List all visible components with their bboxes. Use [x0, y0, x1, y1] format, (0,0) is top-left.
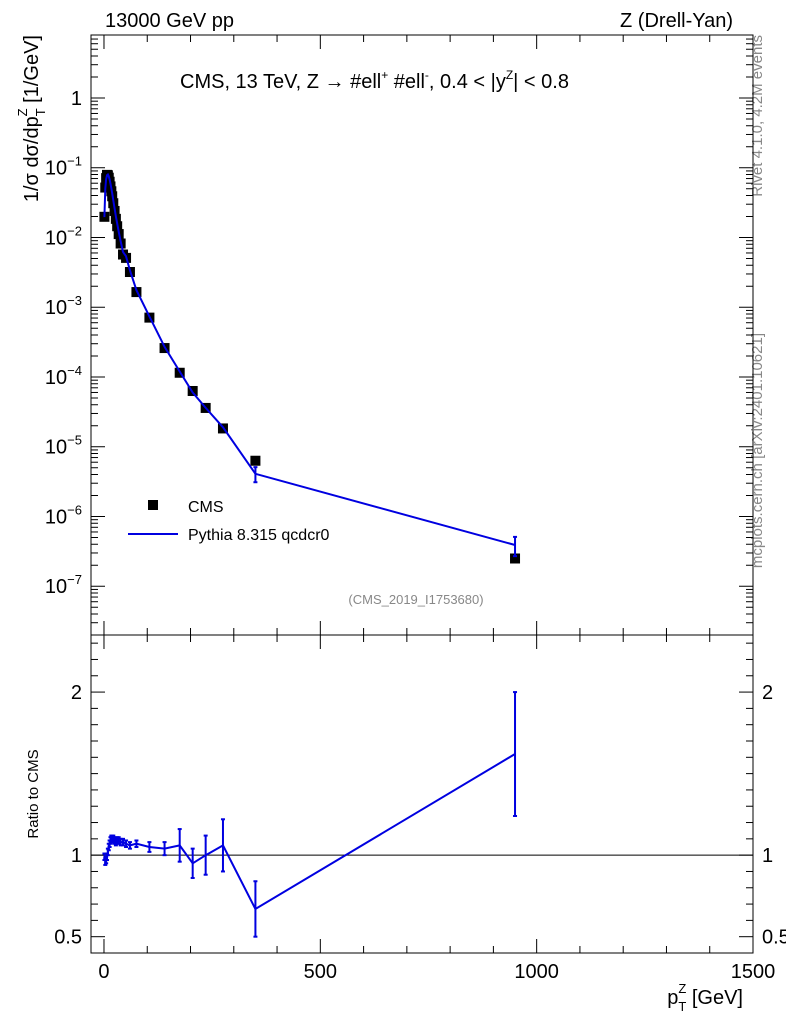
tick-base: 10 — [45, 576, 67, 598]
main-y-tick-label: 10−5 — [45, 433, 82, 459]
marks-group — [99, 169, 521, 938]
title-mid: #ell — [388, 71, 425, 93]
title-pre: CMS, 13 TeV, Z → #ell — [180, 71, 381, 93]
main-y-tick-label: 10−7 — [45, 572, 82, 598]
cms-data-point — [510, 553, 521, 564]
tick-base: 10 — [45, 437, 67, 459]
ylabel-sup: Z — [15, 108, 30, 116]
cms-data-point — [250, 455, 261, 466]
header-right: Z (Drell-Yan) — [620, 10, 733, 32]
ratio-series-line — [103, 753, 516, 911]
ratio-y-tick-label-right: 0.5 — [762, 927, 786, 949]
ylabel-sub: T — [33, 108, 48, 116]
main-y-tick-label: 10−4 — [45, 363, 82, 389]
ratio-y-tick-label-right: 2 — [762, 682, 773, 704]
ratio-y-tick-label: 0.5 — [54, 927, 82, 949]
tick-base: 10 — [45, 506, 67, 528]
title-post1: , 0.4 < |y — [429, 71, 506, 93]
main-y-tick-label: 10−6 — [45, 502, 82, 528]
analysis-watermark: (CMS_2019_I1753680) — [348, 592, 483, 607]
title-sup1: + — [381, 68, 388, 82]
rivet-version-text: Rivet 4.1.0, 4.2M events — [749, 35, 766, 197]
tick-exponent: −7 — [67, 572, 82, 587]
title-post2: | < 0.8 — [513, 71, 569, 93]
ratio-y-tick-label-right: 1 — [762, 845, 773, 867]
header-left: 13000 GeV pp — [105, 10, 234, 32]
tick-base: 10 — [45, 297, 67, 319]
ylabel-main: 1/σ dσ/dp — [21, 116, 43, 202]
ratio-y-tick-label: 2 — [71, 682, 82, 704]
xlabel-sup: Z — [678, 981, 686, 996]
legend: CMS Pythia 8.315 qcdcr0 — [128, 499, 330, 544]
main-title: CMS, 13 TeV, Z → #ell+ #ell-, 0.4 < |yZ|… — [180, 68, 569, 93]
axes-group: 110−110−210−310−410−510−610−70 500 1000 150… — [45, 34, 786, 983]
title-sup2: - — [425, 68, 429, 82]
legend-cms-label: CMS — [188, 499, 224, 516]
tick-exponent: −2 — [67, 223, 82, 238]
main-y-tick-label: 10−3 — [45, 293, 82, 319]
main-y-axis-label: 1/σ dσ/dpTZ [1/GeV] — [15, 35, 48, 202]
tick-base: 10 — [45, 227, 67, 249]
mcplots-reference-text: mcplots.cern.ch [arXiv:2401.10621] — [749, 333, 766, 568]
xlabel-sub: T — [678, 999, 686, 1014]
tick-base: 10 — [45, 367, 67, 389]
title-sup3: Z — [506, 68, 513, 82]
x-tick-label: 500 — [304, 961, 337, 983]
xlabel-unit: [GeV] — [686, 987, 743, 1009]
main-y-tick-label: 10−2 — [45, 223, 82, 249]
x-axis-label: pTZ [GeV] — [667, 981, 743, 1014]
tick-base: 10 — [45, 158, 67, 180]
tick-exponent: −5 — [67, 433, 82, 448]
tick-exponent: −6 — [67, 502, 82, 517]
ylabel-unit: [1/GeV] — [21, 35, 43, 108]
tick-exponent: −4 — [67, 363, 82, 378]
legend-pythia-label: Pythia 8.315 qcdcr0 — [188, 527, 330, 544]
ratio-y-axis-label: Ratio to CMS — [25, 749, 42, 838]
pythia-series-line — [103, 172, 516, 546]
x-tick-label: 1500 — [731, 961, 776, 983]
main-y-tick-label: 1 — [71, 88, 82, 110]
x-tick-label: 1000 — [514, 961, 559, 983]
ratio-y-tick-label: 1 — [71, 845, 82, 867]
tick-exponent: −1 — [67, 154, 82, 169]
ratio-panel-frame — [90, 634, 754, 954]
legend-cms-marker — [148, 500, 158, 510]
main-y-tick-label: 10−1 — [45, 154, 82, 180]
tick-exponent: −3 — [67, 293, 82, 308]
main-panel-frame — [90, 34, 754, 636]
x-tick-label: 0 — [98, 961, 109, 983]
xlabel-main: p — [667, 987, 678, 1009]
